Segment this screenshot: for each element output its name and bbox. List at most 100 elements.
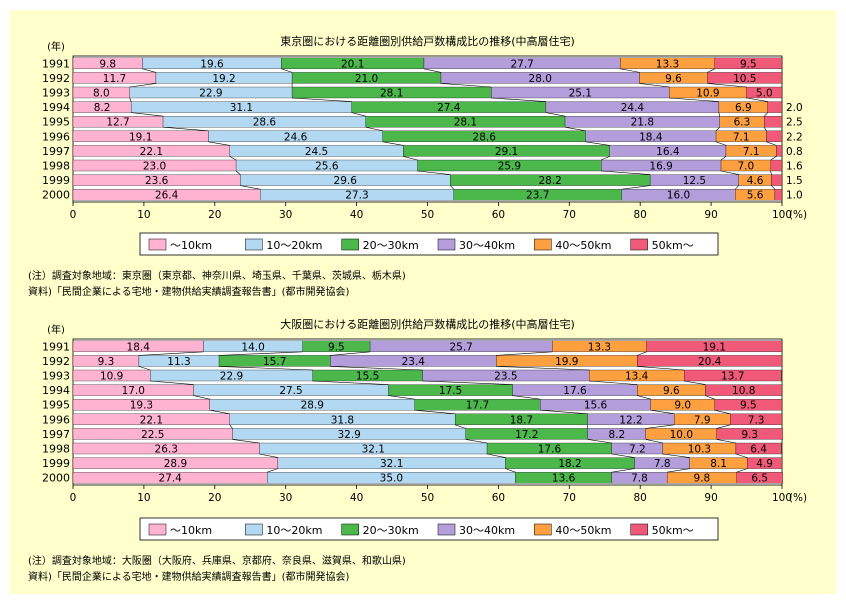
x-tick-label: 80 [634, 492, 647, 504]
data-label: 11.3 [167, 356, 190, 368]
series-connector-line [637, 366, 685, 371]
series-connector-line [716, 424, 731, 429]
bar-segment [770, 159, 783, 172]
data-label: 32.1 [362, 444, 385, 456]
data-label: 27.3 [345, 190, 368, 202]
legend-swatch [148, 238, 167, 251]
series-connector-line [771, 185, 776, 190]
series-connector-line [512, 395, 541, 400]
series-connector-line [714, 409, 731, 415]
bar-segment [771, 174, 783, 186]
series-connector-line [267, 468, 278, 473]
series-connector-line [620, 68, 640, 73]
legend-box [139, 517, 719, 541]
series-connector-line [491, 97, 546, 102]
bar-segment [746, 86, 783, 99]
data-label: 25.9 [498, 161, 521, 173]
data-label: 24.6 [284, 131, 308, 143]
bar-segment [716, 428, 783, 440]
data-label: 25.1 [569, 88, 592, 100]
series-connector-line [417, 170, 451, 175]
year-tick-label: 1993 [42, 87, 70, 100]
series-connector-line [645, 439, 663, 444]
data-label: 19.6 [200, 58, 224, 70]
data-label: 17.6 [563, 385, 587, 397]
bar-segment [747, 457, 783, 469]
data-label: 20.1 [341, 58, 364, 70]
year-tick-label: 1999 [42, 457, 70, 470]
legend: ～10km 10～20km 20～30km 30～40km 40～50km 50km～ [139, 517, 719, 541]
legend-label: 50km～ [652, 239, 694, 252]
series-connector-line [639, 83, 670, 88]
series-connector-line [414, 409, 456, 415]
data-label: 28.9 [301, 400, 324, 412]
chart2-source: 資料)「民間企業による宅地・建物供給実績調査報告書」(都市開発協会) [28, 572, 350, 583]
series-connector-line [229, 424, 233, 429]
data-label: 18.4 [639, 131, 663, 143]
year-tick-label: 1993 [42, 370, 70, 383]
data-label: 1.6 [786, 161, 803, 173]
year-tick-label: 1992 [42, 355, 70, 368]
data-label: 2.2 [786, 131, 803, 143]
data-label: 10.0 [670, 429, 693, 441]
legend-label: 50km～ [652, 524, 694, 537]
data-label: 14.0 [241, 341, 264, 353]
data-label: 7.3 [748, 414, 765, 426]
chart2-note: (注）調査対象地域：大阪圏（大阪府、兵庫県、京都府、奈良県、滋賀県、和歌山県) [28, 556, 406, 567]
bar-segment [764, 116, 783, 128]
data-label: 16.9 [649, 161, 672, 173]
bar-segment [774, 189, 783, 201]
bar-segment [735, 442, 782, 455]
series-connector-line [505, 468, 516, 473]
series-connector-line [669, 97, 719, 102]
series-connector-line [707, 68, 715, 73]
data-label: 26.3 [155, 444, 178, 456]
series-connector-line [382, 141, 404, 146]
data-label: 9.6 [665, 73, 682, 85]
data-label: 29.1 [495, 146, 518, 158]
bar-segment [767, 101, 783, 113]
series-connector-line [746, 97, 768, 102]
legend-label: 20～30km [363, 239, 419, 252]
year-tick-label: 1999 [42, 174, 70, 187]
bar-segment [730, 413, 783, 425]
series-connector-line [486, 453, 506, 458]
data-label: 28.1 [454, 117, 477, 129]
legend-swatch [630, 523, 648, 536]
data-label: 29.6 [334, 175, 358, 187]
series-connector-line [662, 453, 690, 458]
data-label: 23.0 [143, 161, 166, 173]
data-label: 21.0 [355, 73, 378, 85]
series-connector-line [138, 351, 204, 356]
year-tick-label: 2000 [42, 472, 70, 485]
series-connector-line [229, 156, 237, 161]
legend-swatch [148, 523, 167, 536]
data-label: 32.9 [337, 429, 360, 441]
series-connector-line [163, 126, 209, 132]
legend-swatch [341, 523, 359, 536]
data-label: 31.8 [331, 414, 354, 426]
data-label: 17.2 [515, 429, 538, 441]
x-tick-label: 70 [563, 209, 576, 221]
chart-title: 東京圏における距離圏別供給戸数構成比の推移(中高層住宅) [280, 34, 575, 48]
series-connector-line [496, 351, 553, 356]
data-label: 13.4 [625, 371, 649, 383]
x-tick-label: 30 [279, 209, 292, 221]
series-connector-line [667, 468, 690, 473]
chart-1: 東京圏における距離圏別供給戸数構成比の推移(中高層住宅) (年) 1991 1992 1… [42, 34, 807, 256]
series-connector-line [351, 112, 366, 117]
data-label: 7.2 [629, 444, 646, 456]
series-connector-line [705, 395, 715, 400]
chart1-note: (注）調査対象地域：東京圏（東京都、神奈川県、埼玉県、千葉県、茨城県、栃木県) [28, 271, 406, 282]
data-label: 22.1 [140, 414, 163, 426]
legend-swatch [534, 523, 552, 536]
bar-segment [646, 340, 783, 352]
series-connector-line [716, 439, 736, 444]
legend-label: 10～20km [266, 239, 322, 252]
series-connector-line [232, 439, 260, 444]
data-label: 21.8 [631, 117, 654, 129]
legend-swatch [437, 238, 456, 251]
year-tick-label: 1995 [42, 399, 70, 412]
data-label: 5.0 [756, 88, 773, 100]
series-connector-line [589, 380, 638, 385]
